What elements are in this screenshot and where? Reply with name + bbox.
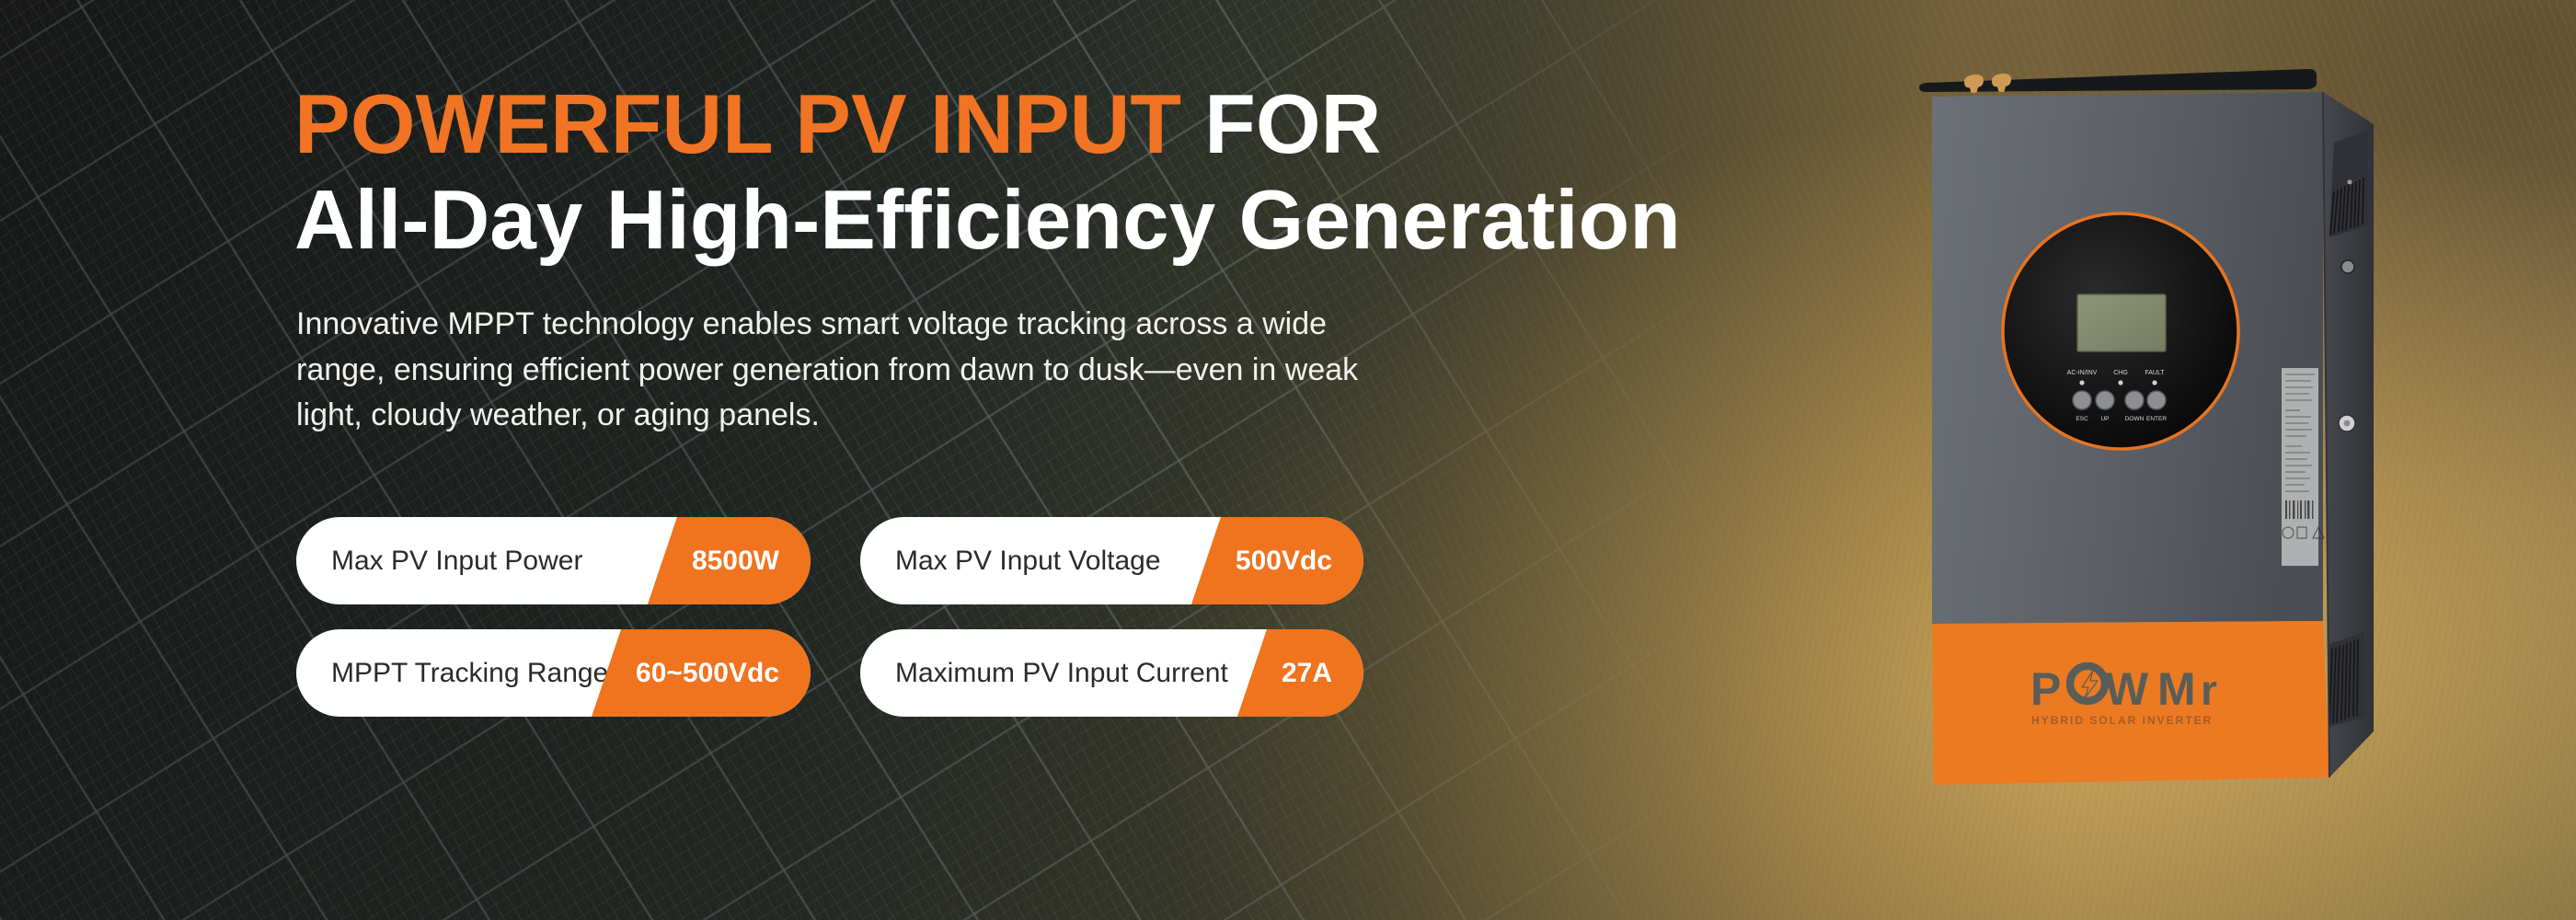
svg-text:FAULT: FAULT [2145, 370, 2165, 376]
svg-text:ENTER: ENTER [2146, 416, 2167, 422]
svg-text:HYBRID SOLAR INVERTER: HYBRID SOLAR INVERTER [2031, 714, 2213, 727]
svg-text:AC-IN/INV: AC-IN/INV [2067, 370, 2098, 376]
svg-text:CHG: CHG [2113, 370, 2128, 376]
svg-text:M: M [2157, 663, 2193, 715]
svg-text:ESC: ESC [2076, 416, 2088, 422]
svg-text:UP: UP [2100, 416, 2109, 422]
svg-text:DOWN: DOWN [2125, 416, 2145, 422]
svg-text:P: P [2030, 663, 2060, 715]
svg-text:W: W [2105, 663, 2149, 715]
svg-text:r: r [2201, 666, 2217, 714]
